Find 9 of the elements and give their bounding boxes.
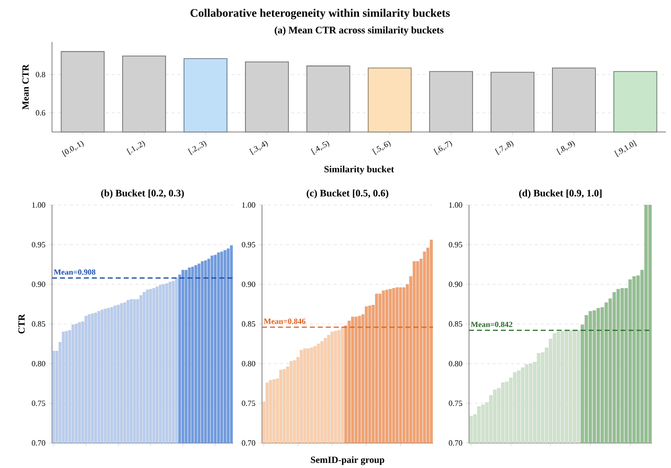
chart-subtitle: (a) Mean CTR across similarity buckets <box>274 26 444 36</box>
chart-title: (b) Bucket [0.2, 0.3) <box>101 189 184 198</box>
chart-title: Collaborative heterogeneity within similarity buckets <box>190 8 450 20</box>
chart-title: (c) Bucket [0.5, 0.6) <box>306 189 388 198</box>
y-axis-title: Mean CTR <box>22 64 29 110</box>
x-axis-title: Similarity bucket <box>324 166 394 174</box>
chart-title: (d) Bucket [0.9, 1.0] <box>519 189 602 198</box>
x-axis-title: SemID-pair group <box>310 456 384 465</box>
y-axis-title: CTR <box>18 314 25 334</box>
